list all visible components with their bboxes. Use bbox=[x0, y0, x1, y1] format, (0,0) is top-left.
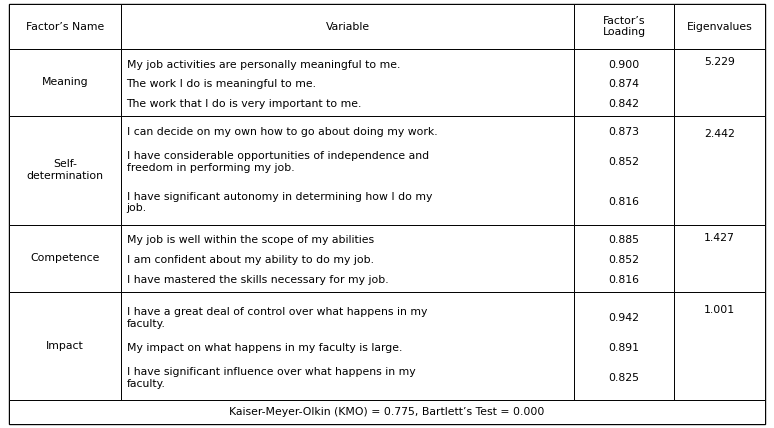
Text: Meaning: Meaning bbox=[42, 77, 88, 87]
Text: 0.842: 0.842 bbox=[608, 99, 639, 109]
Text: I have significant influence over what happens in my
faculty.: I have significant influence over what h… bbox=[126, 367, 415, 389]
Bar bbox=[574, 49, 674, 116]
Text: Variable: Variable bbox=[326, 21, 370, 32]
Text: I am confident about my ability to do my job.: I am confident about my ability to do my… bbox=[126, 255, 374, 265]
Text: 0.852: 0.852 bbox=[608, 157, 639, 167]
Text: 0.874: 0.874 bbox=[608, 79, 639, 89]
Text: The work I do is meaningful to me.: The work I do is meaningful to me. bbox=[126, 79, 317, 89]
Bar bbox=[674, 291, 765, 400]
Text: Competence: Competence bbox=[30, 253, 100, 263]
Bar bbox=[9, 225, 121, 291]
Text: 0.885: 0.885 bbox=[608, 235, 639, 245]
Bar bbox=[9, 400, 765, 424]
Bar bbox=[9, 4, 765, 49]
Text: 0.816: 0.816 bbox=[608, 197, 639, 208]
Text: 0.873: 0.873 bbox=[608, 127, 639, 137]
Text: 1.427: 1.427 bbox=[704, 233, 735, 243]
Bar bbox=[9, 49, 121, 116]
Text: Kaiser-Meyer-Olkin (KMO) = 0.775, Bartlett’s Test = 0.000: Kaiser-Meyer-Olkin (KMO) = 0.775, Bartle… bbox=[229, 407, 545, 417]
Text: 0.852: 0.852 bbox=[608, 255, 639, 265]
Bar bbox=[121, 49, 574, 116]
Text: 1.001: 1.001 bbox=[704, 305, 735, 315]
Bar bbox=[9, 291, 121, 400]
Text: Factor’s
Loading: Factor’s Loading bbox=[603, 16, 646, 37]
Bar bbox=[574, 225, 674, 291]
Bar bbox=[674, 4, 765, 49]
Text: Eigenvalues: Eigenvalues bbox=[687, 21, 752, 32]
Bar bbox=[574, 291, 674, 400]
Text: Impact: Impact bbox=[46, 341, 84, 351]
Text: 5.229: 5.229 bbox=[704, 57, 735, 67]
Bar bbox=[674, 225, 765, 291]
Text: The work that I do is very important to me.: The work that I do is very important to … bbox=[126, 99, 362, 109]
Text: 0.816: 0.816 bbox=[608, 275, 639, 285]
Text: I have a great deal of control over what happens in my
faculty.: I have a great deal of control over what… bbox=[126, 307, 427, 329]
Bar bbox=[9, 4, 121, 49]
Text: I have mastered the skills necessary for my job.: I have mastered the skills necessary for… bbox=[126, 275, 388, 285]
Text: 0.891: 0.891 bbox=[608, 343, 639, 353]
Bar bbox=[574, 116, 674, 225]
Text: Self-
determination: Self- determination bbox=[26, 160, 104, 181]
Text: I can decide on my own how to go about doing my work.: I can decide on my own how to go about d… bbox=[126, 127, 437, 137]
Text: Factor’s Name: Factor’s Name bbox=[26, 21, 104, 32]
Bar bbox=[121, 4, 574, 49]
Text: My job activities are personally meaningful to me.: My job activities are personally meaning… bbox=[126, 59, 400, 70]
Bar bbox=[121, 116, 574, 225]
Text: My impact on what happens in my faculty is large.: My impact on what happens in my faculty … bbox=[126, 343, 402, 353]
Text: My job is well within the scope of my abilities: My job is well within the scope of my ab… bbox=[126, 235, 374, 245]
Bar bbox=[121, 225, 574, 291]
Text: 0.942: 0.942 bbox=[608, 313, 639, 323]
Bar bbox=[574, 4, 674, 49]
Bar bbox=[674, 116, 765, 225]
Text: 0.900: 0.900 bbox=[608, 59, 640, 70]
Text: 2.442: 2.442 bbox=[704, 129, 735, 139]
Bar bbox=[9, 116, 121, 225]
Text: 0.825: 0.825 bbox=[608, 373, 639, 383]
Bar bbox=[121, 291, 574, 400]
Text: I have significant autonomy in determining how I do my
job.: I have significant autonomy in determini… bbox=[126, 192, 432, 213]
Text: I have considerable opportunities of independence and
freedom in performing my j: I have considerable opportunities of ind… bbox=[126, 152, 429, 173]
Bar bbox=[674, 49, 765, 116]
